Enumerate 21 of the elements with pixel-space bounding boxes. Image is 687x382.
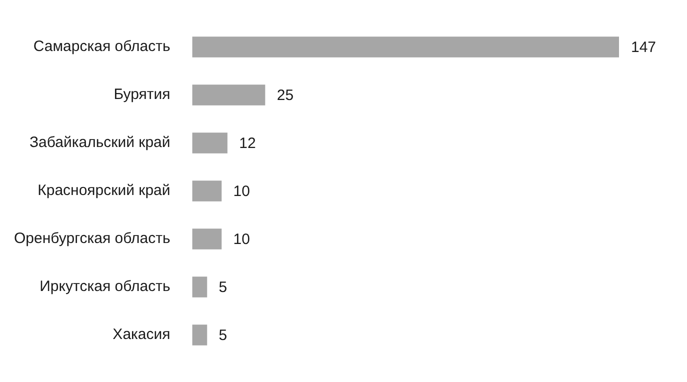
data-label: 147	[631, 39, 656, 56]
data-label: 25	[276, 87, 294, 104]
data-label: 5	[218, 279, 228, 296]
y-tick-label: Самарская область	[33, 38, 170, 56]
y-tick-label: Оренбургская область	[14, 230, 170, 248]
bar	[192, 276, 208, 298]
y-tick-label: Забайкальский край	[29, 134, 170, 152]
bar	[192, 180, 222, 202]
data-label: 12	[239, 135, 256, 152]
bar	[192, 324, 208, 346]
y-tick-label: Красноярский край	[38, 182, 170, 200]
data-label: 10	[233, 183, 250, 200]
data-label: 10	[233, 231, 250, 248]
bar	[192, 228, 222, 250]
bar	[192, 36, 619, 58]
bar	[192, 84, 266, 106]
data-label: 5	[218, 327, 228, 344]
y-tick-label: Иркутская область	[40, 278, 170, 296]
y-tick-label: Бурятия	[114, 86, 170, 104]
y-tick-label: Хакасия	[112, 326, 170, 344]
bar	[192, 132, 228, 154]
